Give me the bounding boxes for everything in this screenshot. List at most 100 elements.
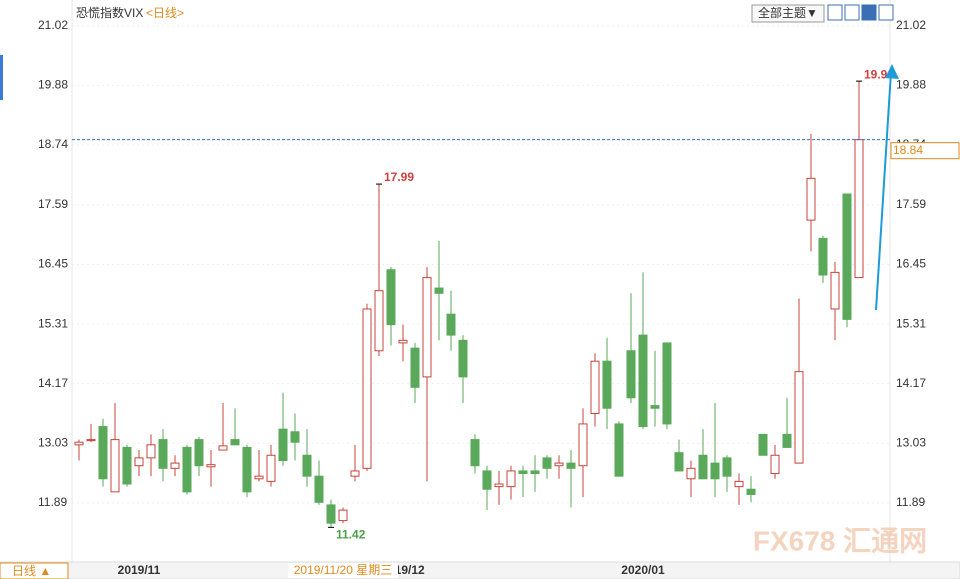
crosshair-value-box [890, 142, 960, 160]
candle-body [698, 454, 708, 480]
tool-icon[interactable] [861, 4, 877, 21]
candle-body [434, 287, 444, 294]
chart-title: 恐慌指数VIX [76, 5, 143, 20]
candle-body [770, 454, 780, 475]
crosshair-date-label: 2019/11/20 星期三 [294, 563, 393, 577]
candle-body [206, 464, 216, 468]
candle-body [278, 428, 288, 461]
extreme-label: 11.42 [336, 528, 366, 542]
y-tick-label-right: 19.88 [896, 77, 926, 91]
candle-body [542, 457, 552, 469]
candle-body [86, 439, 96, 442]
candle-body [230, 439, 240, 446]
candle-body [314, 475, 324, 503]
candle-body [326, 504, 336, 524]
candle-body [590, 360, 600, 414]
x-axis-bar [0, 561, 960, 579]
candle-body [662, 342, 672, 425]
candle-body [350, 470, 360, 477]
candle-body [818, 237, 828, 276]
candle-body [182, 446, 192, 493]
candle-body [806, 177, 816, 221]
candle-body [782, 433, 792, 448]
candle-body [266, 454, 276, 482]
candle-body [158, 439, 168, 469]
candle-body [410, 347, 420, 388]
candle-body [530, 470, 540, 475]
candle-body [242, 446, 252, 493]
y-tick-label: 16.45 [38, 257, 68, 271]
candle-body [458, 339, 468, 378]
y-tick-label-right: 17.59 [896, 197, 926, 211]
y-tick-label-right: 13.03 [896, 435, 926, 449]
candle-body [446, 313, 456, 336]
candle-body [566, 462, 576, 469]
candle-body [758, 433, 768, 456]
y-tick-label: 18.74 [38, 137, 68, 151]
candle-body [302, 454, 312, 477]
y-tick-label: 15.31 [38, 316, 68, 330]
candle-body [482, 470, 492, 490]
candle-body [374, 290, 384, 352]
candle-body [710, 462, 720, 480]
y-tick-label-right: 16.45 [896, 257, 926, 271]
y-tick-label: 13.03 [38, 435, 68, 449]
theme-button[interactable] [751, 4, 825, 23]
candle-body [854, 139, 864, 279]
y-tick-label-right: 11.89 [896, 495, 925, 509]
y-tick-label: 17.59 [38, 197, 68, 211]
y-tick-label-right: 15.31 [896, 316, 926, 330]
candle-body [254, 475, 264, 480]
candle-body [362, 308, 372, 469]
candle-body [218, 445, 228, 451]
candle-body [146, 444, 156, 459]
candle-body [650, 405, 660, 409]
candle-body [194, 439, 204, 467]
candle-body [170, 462, 180, 469]
y-tick-label-right: 21.02 [896, 18, 926, 32]
candle-body [734, 480, 744, 488]
period-subtitle: <日线> [146, 6, 184, 20]
candle-body [494, 483, 504, 488]
side-marker [0, 55, 3, 100]
period-button-label[interactable]: 日线 ▲ [12, 564, 51, 578]
candle-body [386, 269, 396, 326]
candle-body [614, 423, 624, 477]
tool-icons[interactable] [827, 4, 894, 21]
candle-body [398, 339, 408, 344]
candle-body [578, 423, 588, 467]
candle-body [794, 371, 804, 464]
candle-body [98, 426, 108, 480]
crosshair-value-label: 18.84 [893, 143, 923, 157]
y-tick-label: 19.88 [38, 77, 68, 91]
x-tick-label: 2019/11 [118, 563, 161, 577]
candle-body [506, 470, 516, 488]
theme-button-label[interactable]: 全部主题▼ [758, 5, 818, 20]
candle-body [122, 446, 132, 485]
candle-body [518, 470, 528, 475]
y-tick-label: 21.02 [38, 18, 68, 32]
candle-body [338, 509, 348, 522]
candle-body [830, 271, 840, 310]
candle-body [722, 457, 732, 477]
candle-body [674, 452, 684, 472]
crosshair-date-box [288, 563, 398, 578]
period-button[interactable] [0, 562, 69, 579]
tool-icon[interactable] [827, 4, 843, 21]
y-tick-label-right: 14.17 [896, 376, 926, 390]
candle-body [842, 193, 852, 320]
x-tick-label: 2020/01 [621, 563, 665, 577]
trend-arrow-head [885, 64, 899, 79]
tool-icon[interactable] [844, 4, 860, 21]
candle-body [290, 431, 300, 443]
trend-arrow [875, 71, 892, 311]
candle-body [626, 350, 636, 399]
y-tick-label: 11.89 [38, 495, 67, 509]
tool-icon[interactable] [878, 4, 894, 21]
candle-body [554, 462, 564, 467]
extreme-label: 17.99 [384, 170, 414, 184]
candle-body [746, 488, 756, 495]
